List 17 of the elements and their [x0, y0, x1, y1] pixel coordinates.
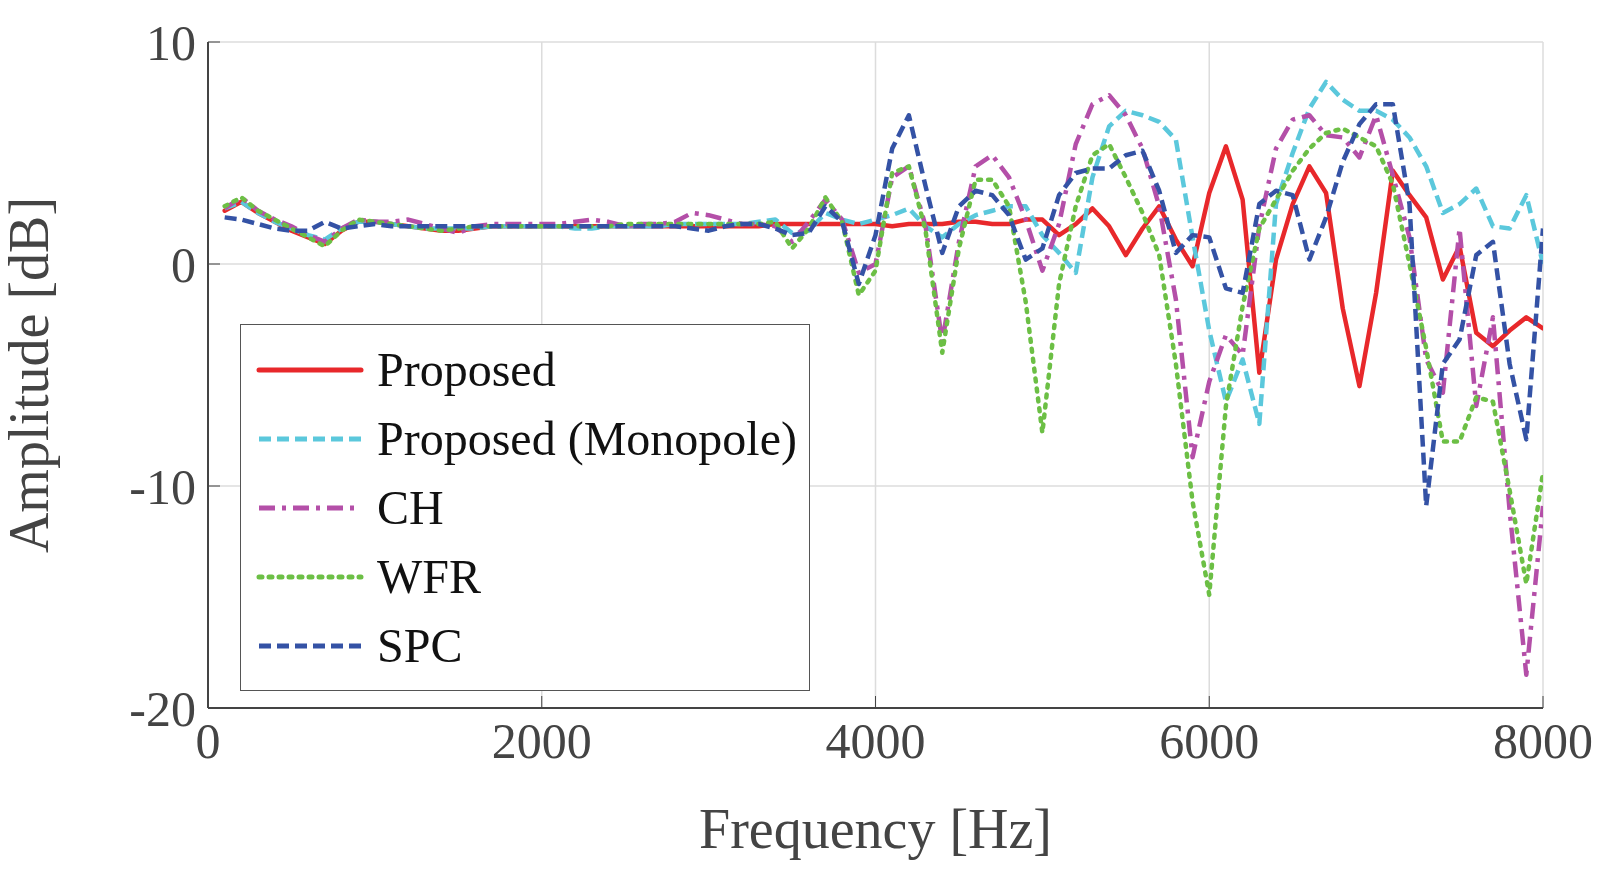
y-axis-title: Amplitude [dB]: [0, 196, 60, 554]
y-tick-label: -20: [129, 680, 196, 737]
x-tick-label: 2000: [491, 712, 592, 769]
y-tick-label: 0: [171, 236, 196, 293]
x-tick-label: 6000: [1159, 712, 1260, 769]
line-series: [222, 126, 1543, 598]
legend-label: WFR: [377, 549, 482, 604]
legend-label: CH: [377, 480, 444, 535]
x-tick-label: 4000: [825, 712, 926, 769]
line-series: [222, 93, 1543, 677]
y-tick-label: 10: [146, 14, 196, 71]
legend-label: SPC: [377, 618, 463, 673]
legend-label: Proposed (Monopole): [377, 411, 797, 466]
legend-label: Proposed: [377, 342, 556, 397]
x-axis-title: Frequency [Hz]: [699, 798, 1052, 860]
y-tick-label: -10: [129, 458, 196, 515]
x-tick-label: 8000: [1493, 712, 1593, 769]
